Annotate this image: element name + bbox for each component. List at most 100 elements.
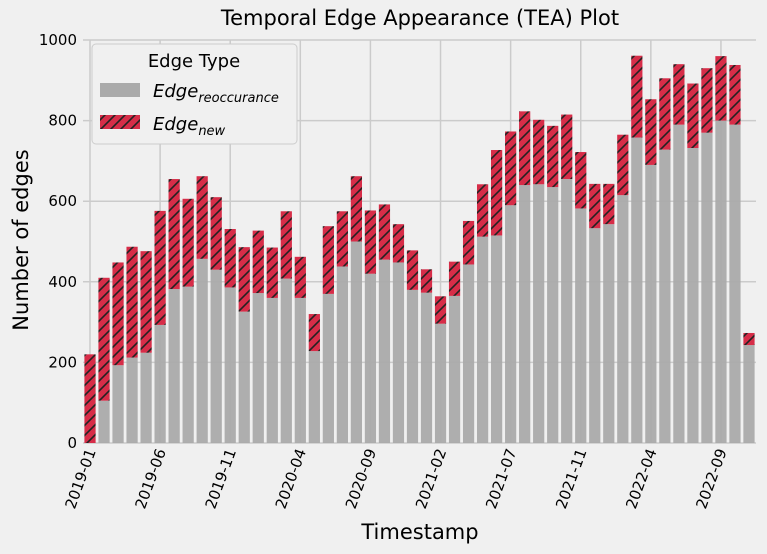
bar-new <box>168 179 180 290</box>
bar-new <box>589 183 601 229</box>
bar-new <box>645 99 657 165</box>
legend-label-new: Edgenew <box>153 114 226 139</box>
legend-label-reoccurance-sub: reoccurance <box>198 91 279 106</box>
bar-new <box>701 68 713 133</box>
bar-new <box>294 256 306 298</box>
bar-new <box>112 262 124 366</box>
x-axis-ticks: 2019-01 2019-06 2019-11 2020-04 2020-09 2021-… <box>61 446 730 511</box>
bar-reoccurance <box>154 324 166 443</box>
bar-reoccurance <box>238 311 250 443</box>
bar-new <box>154 210 166 325</box>
bar-reoccurance <box>322 293 334 443</box>
bar-new <box>715 56 727 121</box>
bar-reoccurance <box>140 352 152 443</box>
bar-reoccurance <box>575 208 587 443</box>
bar-new <box>659 78 671 150</box>
bar-reoccurance <box>547 187 559 443</box>
bar-new <box>224 229 236 288</box>
bar-new <box>631 55 643 138</box>
bar-reoccurance <box>406 289 419 443</box>
bar-reoccurance <box>350 241 363 443</box>
legend-label-reoccurance-base: Edge <box>153 81 198 102</box>
bar-reoccurance <box>266 297 278 443</box>
bar-reoccurance <box>715 120 727 443</box>
bar-reoccurance <box>603 224 615 443</box>
bar-new <box>533 119 545 185</box>
bar-reoccurance <box>392 262 405 443</box>
bar-reoccurance <box>491 235 503 443</box>
bar-new <box>462 220 475 265</box>
chart-title: Temporal Edge Appearance (TEA) Plot <box>220 6 619 30</box>
bar-new <box>140 251 152 353</box>
bar-reoccurance <box>448 295 461 443</box>
x-tick-label: 2019-11 <box>202 446 240 511</box>
bar-new <box>364 210 377 274</box>
x-tick-label: 2022-09 <box>692 446 730 511</box>
bar-reoccurance <box>743 345 755 443</box>
bar-new <box>561 114 573 180</box>
bar-reoccurance <box>687 148 699 443</box>
bar-reoccurance <box>519 185 531 443</box>
bar-reoccurance <box>378 259 391 443</box>
bar-reoccurance <box>364 273 377 443</box>
bar-reoccurance <box>420 292 433 443</box>
bar-new <box>491 150 503 236</box>
bar-new <box>603 183 615 225</box>
bar-new <box>210 197 222 270</box>
bar-new <box>406 250 419 290</box>
bar-reoccurance <box>533 184 545 444</box>
x-tick-label: 2021-11 <box>552 446 590 511</box>
legend: Edge Type Edgereoccurance Edgenew <box>91 43 298 145</box>
bar-reoccurance <box>631 137 643 443</box>
bar-new <box>673 64 685 125</box>
y-tick-label: 600 <box>48 192 77 210</box>
bar-new <box>729 64 741 125</box>
bars <box>84 55 755 444</box>
bar-new <box>378 204 391 260</box>
bar-reoccurance <box>336 266 348 443</box>
bar-reoccurance <box>182 286 194 443</box>
bar-reoccurance <box>434 323 447 443</box>
bar-new <box>336 211 348 267</box>
x-tick-label: 2020-09 <box>342 446 380 511</box>
bar-new <box>448 261 461 296</box>
x-axis-label: Timestamp <box>360 520 478 544</box>
legend-label-new-base: Edge <box>153 114 198 135</box>
y-tick-label: 1000 <box>39 31 77 49</box>
bar-new <box>280 211 292 279</box>
bar-reoccurance <box>701 132 713 443</box>
legend-label-new-sub: new <box>198 124 225 139</box>
bar-reoccurance <box>308 351 320 443</box>
bar-new <box>84 354 96 443</box>
x-tick-label: 2019-01 <box>61 446 99 511</box>
bar-new <box>687 83 699 149</box>
bar-reoccurance <box>210 269 222 443</box>
y-axis-label: Number of edges <box>9 149 33 330</box>
bar-new <box>322 226 334 294</box>
x-tick-label: 2021-02 <box>412 446 450 511</box>
y-tick-label: 400 <box>48 273 77 291</box>
bar-reoccurance <box>505 205 517 443</box>
bar-reoccurance <box>645 164 657 443</box>
bar-reoccurance <box>561 179 573 443</box>
bar-reoccurance <box>462 264 475 443</box>
bar-new <box>519 111 531 186</box>
legend-label-reoccurance: Edgereoccurance <box>153 81 279 106</box>
bar-reoccurance <box>294 297 306 443</box>
y-tick-label: 800 <box>48 112 77 130</box>
bar-new <box>308 314 320 352</box>
x-tick-label: 2022-04 <box>622 446 660 511</box>
bar-reoccurance <box>112 365 124 443</box>
bar-new <box>182 198 194 287</box>
bar-reoccurance <box>196 258 208 443</box>
legend-box <box>91 43 298 145</box>
bar-new <box>266 247 278 298</box>
bar-reoccurance <box>673 124 685 443</box>
bar-new <box>98 277 110 401</box>
bar-new <box>126 246 138 358</box>
legend-swatch-reoccurance <box>100 83 140 97</box>
x-tick-label: 2020-04 <box>272 446 310 511</box>
bar-reoccurance <box>659 149 671 443</box>
x-tick-label: 2021-07 <box>482 446 520 511</box>
bar-reoccurance <box>168 289 180 443</box>
